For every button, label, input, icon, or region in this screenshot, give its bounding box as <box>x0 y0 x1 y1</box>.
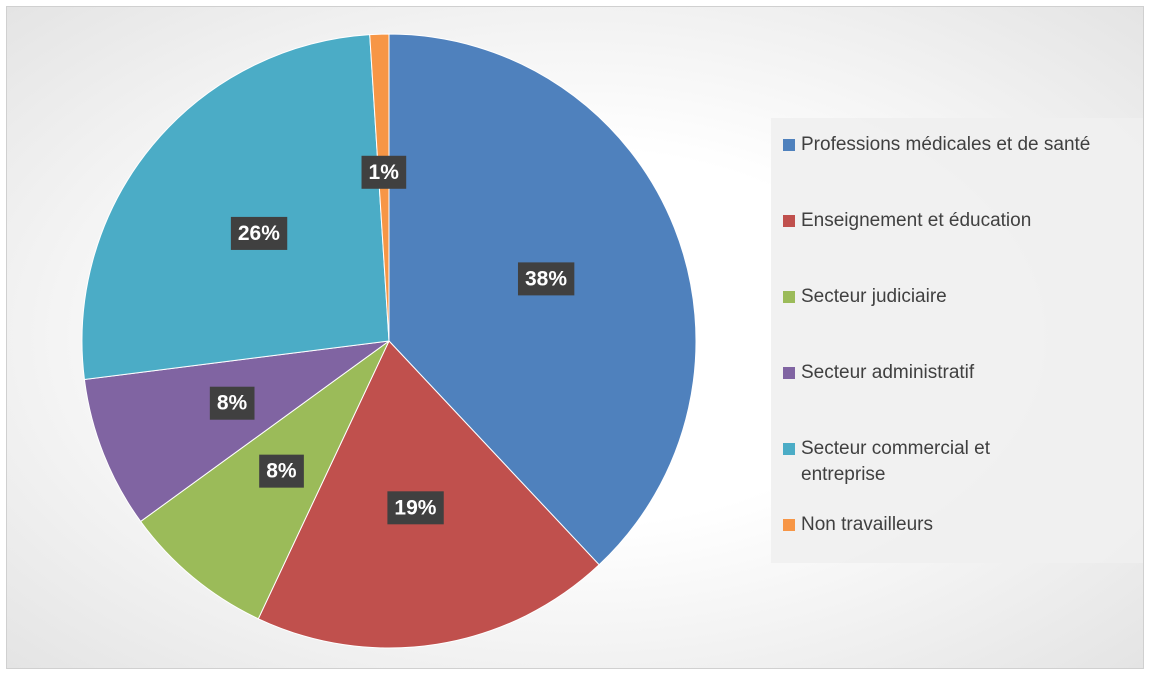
legend-swatch <box>783 519 795 531</box>
legend-swatch <box>783 215 795 227</box>
pie-slice <box>81 34 390 381</box>
data-label-text: 1% <box>369 161 400 184</box>
legend-item: Enseignement et éducation <box>783 208 1135 234</box>
data-label-box <box>209 386 255 420</box>
legend-swatch <box>783 291 795 303</box>
legend-label: Enseignement et éducation <box>801 210 1032 231</box>
data-label-text: 8% <box>266 460 297 483</box>
data-label: 38% <box>517 262 575 296</box>
legend-item: Secteur judiciaire <box>783 284 1135 310</box>
data-label: 8% <box>259 454 304 488</box>
data-label: 19% <box>387 491 444 525</box>
legend-label: Secteur administratif <box>801 362 975 383</box>
legend-label: Secteur commercial et entreprise <box>801 438 991 485</box>
data-label-box <box>387 491 444 525</box>
data-label: 26% <box>230 216 288 250</box>
pie-slice <box>83 340 390 523</box>
data-label-box <box>259 454 304 488</box>
data-label-box <box>361 155 407 189</box>
legend-swatch <box>783 443 795 455</box>
legend-label: Professions médicales et de santé <box>801 134 1091 155</box>
legend: Professions médicales et de santé Enseign… <box>771 118 1143 563</box>
data-label: 8% <box>209 386 255 420</box>
data-label-text: 38% <box>525 267 567 290</box>
data-label-box <box>517 262 575 296</box>
data-label-box <box>230 216 288 250</box>
data-label-text: 19% <box>394 496 436 519</box>
legend-swatch <box>783 367 795 379</box>
data-label: 1% <box>361 155 407 189</box>
legend-item: Secteur commercial et entreprise <box>783 436 1135 488</box>
legend-swatch <box>783 139 795 151</box>
legend-item: Secteur administratif <box>783 360 1135 386</box>
data-label-text: 8% <box>217 392 248 415</box>
data-label-text: 26% <box>238 222 280 245</box>
pie-slice <box>388 33 697 566</box>
legend-item: Professions médicales et de santé <box>783 132 1135 158</box>
legend-label: Secteur judiciaire <box>801 286 947 307</box>
legend-item: Non travailleurs <box>783 512 1135 538</box>
legend-label: Non travailleurs <box>801 514 933 535</box>
